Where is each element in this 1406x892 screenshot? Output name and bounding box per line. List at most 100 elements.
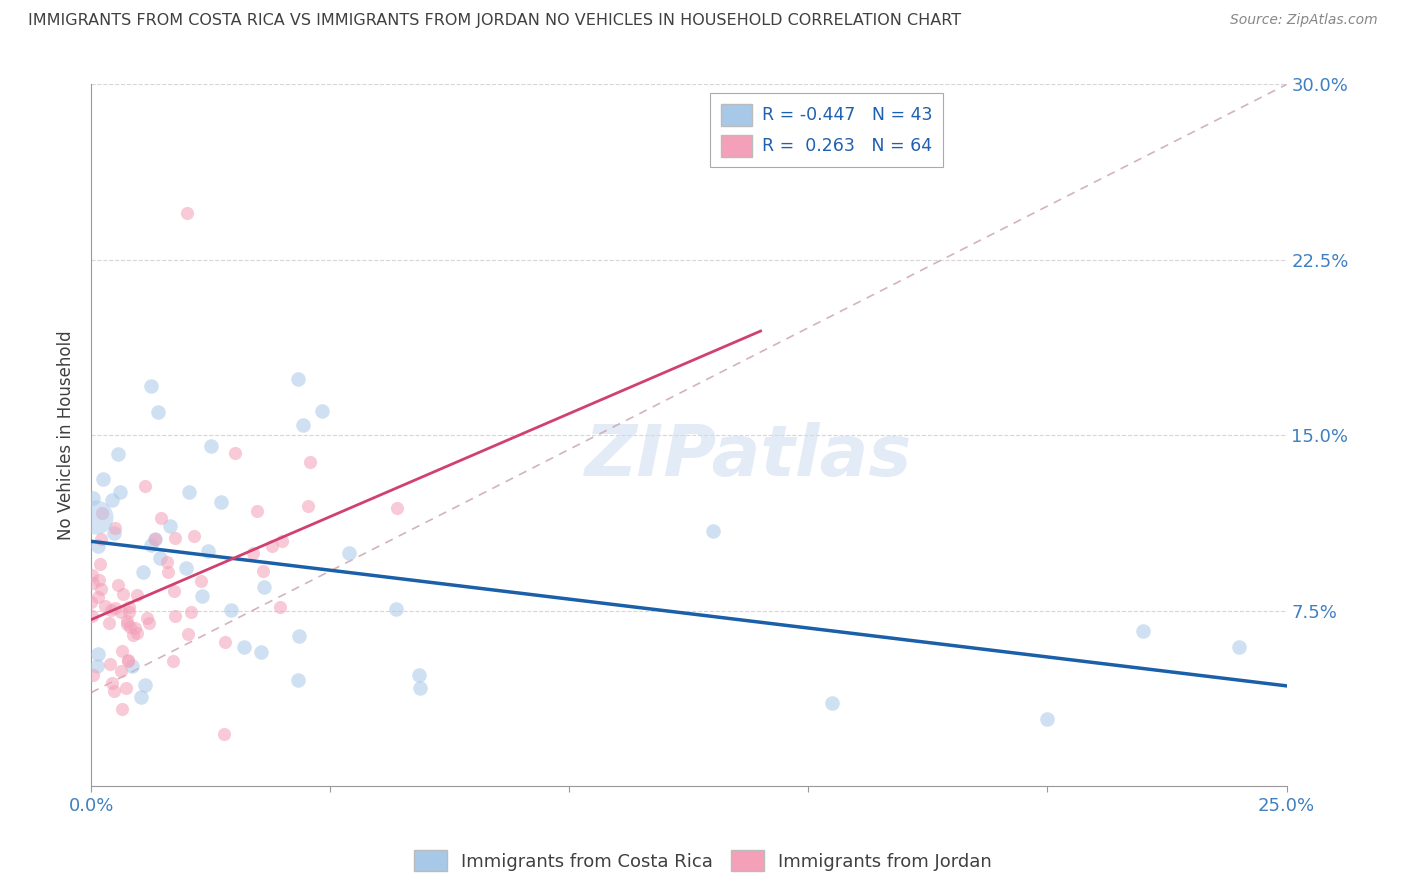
Legend: R = -0.447   N = 43, R =  0.263   N = 64: R = -0.447 N = 43, R = 0.263 N = 64 <box>710 93 943 168</box>
Point <box>91 506 114 520</box>
Point <box>311 404 333 418</box>
Point <box>250 645 273 659</box>
Point <box>177 485 200 500</box>
Point <box>94 599 117 613</box>
Point <box>117 655 139 669</box>
Point <box>82 491 104 506</box>
Point <box>124 621 146 635</box>
Point <box>297 499 319 513</box>
Point <box>143 532 166 546</box>
Point <box>246 503 269 517</box>
Point <box>118 606 141 620</box>
Point <box>260 539 283 553</box>
Point <box>89 573 111 587</box>
Point <box>103 684 125 698</box>
Point <box>337 546 360 560</box>
Point <box>408 668 430 682</box>
Point <box>252 580 274 594</box>
Point <box>149 550 172 565</box>
Point <box>103 521 125 535</box>
Point <box>107 447 129 461</box>
Point <box>159 519 181 533</box>
Point <box>292 417 315 432</box>
Point <box>1227 640 1250 654</box>
Point <box>86 539 108 553</box>
Legend: Immigrants from Costa Rica, Immigrants from Jordan: Immigrants from Costa Rica, Immigrants f… <box>406 843 1000 879</box>
Point <box>163 608 186 623</box>
Point <box>209 495 232 509</box>
Point <box>122 628 145 642</box>
Point <box>104 600 127 615</box>
Point <box>90 532 112 546</box>
Point <box>299 455 322 469</box>
Point <box>111 587 134 601</box>
Point <box>163 583 186 598</box>
Point <box>132 565 155 579</box>
Point <box>176 561 198 575</box>
Point <box>157 565 180 579</box>
Point <box>139 378 162 392</box>
Point <box>86 659 108 673</box>
Y-axis label: No Vehicles in Household: No Vehicles in Household <box>58 330 75 540</box>
Point <box>252 564 274 578</box>
Point <box>134 479 156 493</box>
Point <box>89 557 111 571</box>
Point <box>87 590 110 604</box>
Point <box>177 627 200 641</box>
Point <box>191 589 214 603</box>
Point <box>110 664 132 678</box>
Point <box>287 372 309 386</box>
Point <box>82 575 104 590</box>
Point <box>118 599 141 614</box>
Point <box>127 588 149 602</box>
Point <box>271 533 294 548</box>
Point <box>101 676 124 690</box>
Point <box>287 629 309 643</box>
Text: Source: ZipAtlas.com: Source: ZipAtlas.com <box>1230 13 1378 28</box>
Point <box>149 511 172 525</box>
Point <box>190 574 212 588</box>
Point <box>200 439 222 453</box>
Point <box>183 529 205 543</box>
Point <box>385 500 408 515</box>
Point <box>80 595 103 609</box>
Point <box>80 609 103 624</box>
Point <box>100 603 122 617</box>
Point <box>143 532 166 546</box>
Point <box>118 620 141 634</box>
Point <box>82 568 104 582</box>
Point <box>115 617 138 632</box>
Point <box>156 555 179 569</box>
Point <box>110 605 132 619</box>
Point <box>1036 712 1059 726</box>
Point <box>702 524 724 539</box>
Point <box>162 654 184 668</box>
Text: ZIPatlas: ZIPatlas <box>585 422 912 491</box>
Text: IMMIGRANTS FROM COSTA RICA VS IMMIGRANTS FROM JORDAN NO VEHICLES IN HOUSEHOLD CO: IMMIGRANTS FROM COSTA RICA VS IMMIGRANTS… <box>28 13 962 29</box>
Point <box>134 678 156 692</box>
Point <box>101 492 124 507</box>
Point <box>98 657 121 672</box>
Point <box>242 546 264 560</box>
Point <box>121 659 143 673</box>
Point <box>114 681 136 695</box>
Point <box>1132 624 1154 638</box>
Point <box>146 405 169 419</box>
Point <box>129 690 152 704</box>
Point <box>110 485 132 500</box>
Point <box>84 510 107 524</box>
Point <box>212 727 235 741</box>
Point <box>221 602 243 616</box>
Point <box>103 525 125 540</box>
Point <box>82 668 104 682</box>
Point <box>127 625 149 640</box>
Point <box>93 472 115 486</box>
Point <box>197 544 219 558</box>
Point <box>385 602 408 616</box>
Point <box>87 647 110 661</box>
Point <box>90 582 112 597</box>
Point <box>233 640 256 655</box>
Point <box>176 206 198 220</box>
Point <box>821 697 844 711</box>
Point <box>97 615 120 630</box>
